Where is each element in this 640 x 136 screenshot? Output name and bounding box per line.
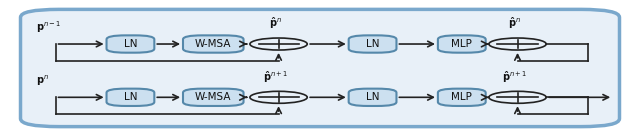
Text: MLP: MLP bbox=[451, 39, 472, 49]
Text: $\mathbf{\hat{p}}^{n}$: $\mathbf{\hat{p}}^{n}$ bbox=[269, 16, 282, 31]
Text: $\mathbf{\hat{p}}^{n}$: $\mathbf{\hat{p}}^{n}$ bbox=[508, 16, 521, 31]
FancyBboxPatch shape bbox=[349, 89, 396, 106]
Text: LN: LN bbox=[124, 92, 137, 102]
FancyBboxPatch shape bbox=[106, 35, 154, 53]
Text: $\mathbf{\hat{p}}^{n+1}$: $\mathbf{\hat{p}}^{n+1}$ bbox=[262, 69, 288, 85]
FancyBboxPatch shape bbox=[20, 9, 620, 127]
Text: $\mathbf{\hat{p}}^{n+1}$: $\mathbf{\hat{p}}^{n+1}$ bbox=[502, 69, 527, 85]
Text: MLP: MLP bbox=[451, 92, 472, 102]
Text: LN: LN bbox=[366, 92, 380, 102]
FancyBboxPatch shape bbox=[438, 89, 486, 106]
FancyBboxPatch shape bbox=[183, 89, 244, 106]
Text: W-MSA: W-MSA bbox=[195, 39, 232, 49]
FancyBboxPatch shape bbox=[438, 35, 486, 53]
Text: $\mathbf{p}^{n-1}$: $\mathbf{p}^{n-1}$ bbox=[36, 19, 62, 35]
FancyBboxPatch shape bbox=[349, 35, 396, 53]
FancyBboxPatch shape bbox=[183, 35, 244, 53]
FancyBboxPatch shape bbox=[106, 89, 154, 106]
Text: LN: LN bbox=[124, 39, 137, 49]
Text: W-MSA: W-MSA bbox=[195, 92, 232, 102]
Text: $\mathbf{p}^{n}$: $\mathbf{p}^{n}$ bbox=[36, 74, 49, 88]
Text: LN: LN bbox=[366, 39, 380, 49]
